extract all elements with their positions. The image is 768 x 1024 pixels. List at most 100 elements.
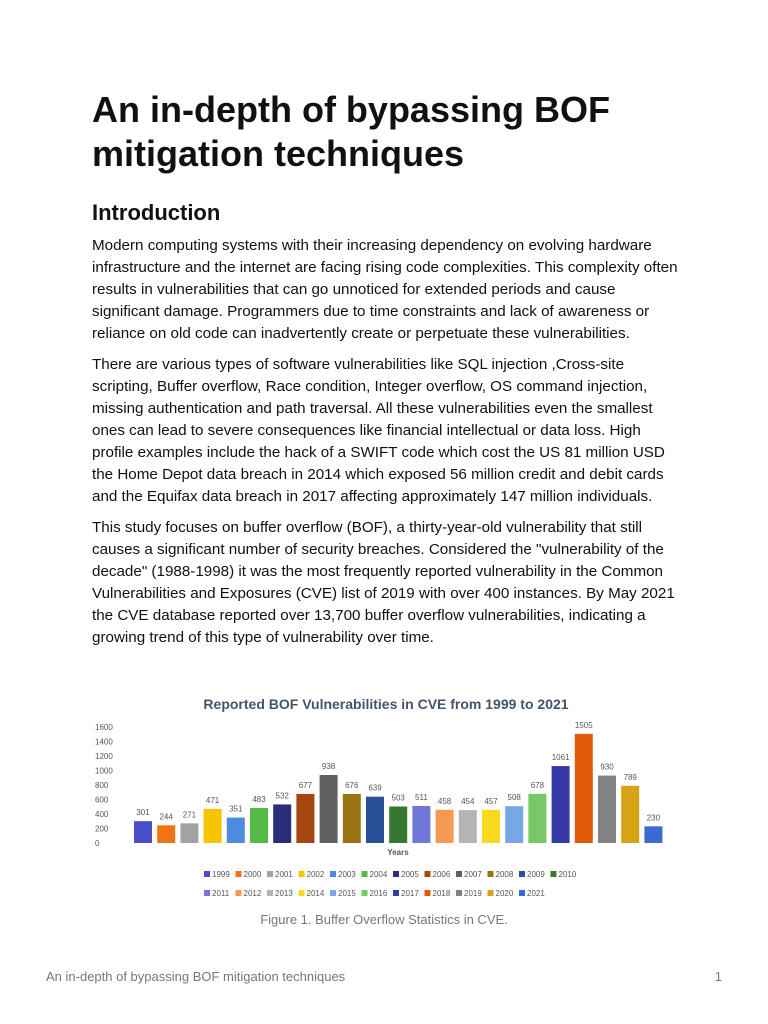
legend-swatch bbox=[456, 871, 462, 877]
bar-2012 bbox=[435, 809, 454, 843]
figure-caption: Figure 1. Buffer Overflow Statistics in … bbox=[260, 912, 508, 927]
data-label: 676 bbox=[345, 781, 359, 790]
data-label: 677 bbox=[299, 781, 313, 790]
data-label: 511 bbox=[415, 793, 428, 802]
bar-2001 bbox=[180, 823, 199, 843]
data-label: 457 bbox=[484, 797, 498, 806]
legend-entry: 2001 bbox=[275, 870, 293, 879]
bar-2005 bbox=[273, 804, 292, 843]
legend-swatch bbox=[519, 871, 525, 877]
legend-entry: 2015 bbox=[338, 889, 356, 898]
paragraph: Modern computing systems with their incr… bbox=[92, 237, 678, 342]
section-heading: Introduction bbox=[92, 200, 221, 225]
data-label: 244 bbox=[160, 812, 174, 821]
legend-entry: 2016 bbox=[370, 889, 388, 898]
legend-entry: 2017 bbox=[401, 889, 419, 898]
legend-entry: 2006 bbox=[433, 870, 451, 879]
paragraph: There are various types of software vuln… bbox=[92, 356, 665, 505]
legend-entry: 2014 bbox=[307, 889, 325, 898]
bar-2002 bbox=[203, 808, 222, 843]
page-title: An in-depth of bypassing BOF mitigation … bbox=[92, 89, 610, 174]
legend-entry: 2008 bbox=[496, 870, 514, 879]
bar-2017 bbox=[551, 766, 570, 843]
legend-entry: 2018 bbox=[433, 889, 451, 898]
bar-2010 bbox=[389, 806, 408, 843]
y-tick-label: 1200 bbox=[95, 752, 113, 761]
bar-2008 bbox=[342, 793, 361, 843]
legend-swatch bbox=[424, 871, 431, 877]
legend-swatch bbox=[330, 871, 336, 877]
y-tick-label: 0 bbox=[95, 839, 100, 848]
legend-entry: 2004 bbox=[370, 870, 388, 879]
data-label: 301 bbox=[136, 808, 150, 817]
legend-swatch bbox=[298, 871, 305, 877]
data-label: 471 bbox=[206, 796, 220, 805]
legend-swatch bbox=[487, 890, 494, 896]
legend-swatch bbox=[235, 871, 242, 877]
legend-entry: 2009 bbox=[527, 870, 545, 879]
data-label: 458 bbox=[438, 797, 452, 806]
legend-entry: 2019 bbox=[464, 889, 482, 898]
legend-entry: 2002 bbox=[307, 870, 325, 879]
legend-entry: 2012 bbox=[244, 889, 262, 898]
footer-text: An in-depth of bypassing BOF mitigation … bbox=[46, 969, 346, 984]
data-label: 483 bbox=[252, 795, 266, 804]
paragraph: This study focuses on buffer overflow (B… bbox=[92, 519, 675, 646]
legend-entry: 2013 bbox=[275, 889, 293, 898]
bar-2006 bbox=[296, 793, 315, 843]
legend-swatch bbox=[204, 871, 210, 877]
x-axis-label: Years bbox=[387, 848, 409, 857]
legend-swatch bbox=[298, 890, 305, 896]
data-label: 532 bbox=[276, 791, 290, 800]
bar-2021 bbox=[644, 826, 663, 843]
legend-swatch bbox=[267, 890, 273, 896]
legend-entry: 2007 bbox=[464, 870, 482, 879]
data-label: 271 bbox=[183, 810, 197, 819]
y-tick-label: 400 bbox=[95, 810, 109, 819]
data-label: 503 bbox=[392, 794, 406, 803]
data-label: 789 bbox=[624, 773, 638, 782]
legend-swatch bbox=[393, 890, 399, 896]
bar-2000 bbox=[157, 825, 176, 843]
data-label: 639 bbox=[368, 784, 382, 793]
legend-swatch bbox=[487, 871, 494, 877]
legend-swatch bbox=[456, 890, 462, 896]
data-label: 678 bbox=[531, 781, 545, 790]
bar-2004 bbox=[250, 807, 268, 843]
legend-swatch bbox=[393, 871, 399, 877]
legend-swatch bbox=[361, 871, 368, 877]
legend-entry: 2000 bbox=[244, 870, 262, 879]
legend-entry: 2011 bbox=[212, 889, 230, 898]
data-label: 930 bbox=[600, 763, 614, 772]
bar-2007 bbox=[319, 774, 338, 843]
data-label: 938 bbox=[322, 762, 336, 771]
data-label: 351 bbox=[229, 805, 243, 814]
bar-2015 bbox=[505, 806, 524, 843]
y-tick-label: 800 bbox=[95, 781, 109, 790]
data-label: 230 bbox=[647, 813, 661, 822]
legend-entry: 2020 bbox=[496, 889, 514, 898]
chart-title: Reported BOF Vulnerabilities in CVE from… bbox=[203, 696, 568, 712]
legend-swatch bbox=[424, 890, 431, 896]
legend-swatch bbox=[267, 871, 273, 877]
bar-2013 bbox=[458, 810, 477, 843]
legend-swatch bbox=[550, 871, 557, 877]
legend-swatch bbox=[204, 890, 210, 896]
legend-entry: 2021 bbox=[527, 889, 545, 898]
y-tick-label: 1400 bbox=[95, 738, 113, 747]
data-label: 1505 bbox=[575, 721, 593, 730]
bar-2020 bbox=[621, 785, 640, 843]
bar-2018 bbox=[574, 733, 593, 843]
data-label: 508 bbox=[508, 793, 522, 802]
body-text: Modern computing systems with their incr… bbox=[92, 235, 682, 658]
legend-entry: 2005 bbox=[401, 870, 419, 879]
y-tick-label: 1000 bbox=[95, 767, 113, 776]
y-tick-label: 1600 bbox=[95, 723, 113, 732]
bar-2003 bbox=[226, 817, 245, 843]
bar-2009 bbox=[366, 796, 384, 843]
legend-swatch bbox=[330, 890, 336, 896]
legend-swatch bbox=[361, 890, 368, 896]
y-tick-label: 600 bbox=[95, 796, 109, 805]
bar-2019 bbox=[598, 775, 616, 843]
